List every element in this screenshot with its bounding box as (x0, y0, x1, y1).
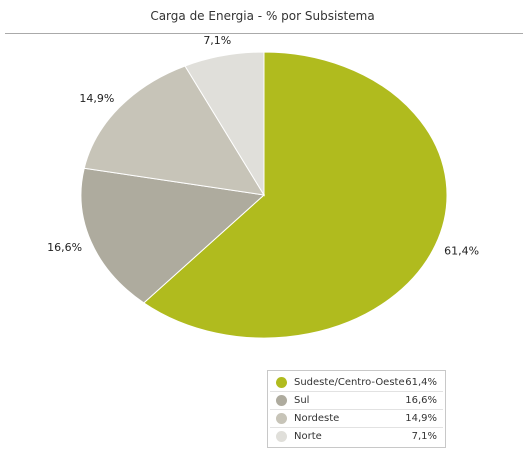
legend-item-name: Sudeste/Centro-Oeste (294, 377, 405, 388)
legend-swatch (276, 413, 287, 424)
slice-label: 16,6% (47, 241, 82, 254)
slice-label: 7,1% (203, 34, 231, 47)
pie-slice-sul[interactable] (80, 167, 266, 304)
pie-slice-norte[interactable] (184, 51, 265, 197)
legend-item-name: Nordeste (294, 413, 340, 424)
pie-slice-sudeste-centro-oeste[interactable] (143, 51, 448, 339)
legend-item-name: Sul (294, 395, 310, 406)
legend-item-value: 16,6% (405, 395, 437, 406)
legend-swatch (276, 377, 287, 388)
legend-item-value: 14,9% (405, 413, 437, 424)
legend-item-value: 61,4% (405, 377, 437, 388)
legend-item-sul[interactable]: Sul 16,6% (270, 392, 443, 410)
legend-item-name: Norte (294, 431, 322, 442)
slice-label: 61,4% (444, 245, 479, 258)
chart-legend: Sudeste/Centro-Oeste 61,4% Sul 16,6% Nor… (267, 370, 446, 448)
title-divider (5, 33, 523, 34)
chart-title: Carga de Energia - % por Subsistema (150, 9, 375, 23)
legend-item-sudeste-centro-oeste[interactable]: Sudeste/Centro-Oeste 61,4% (270, 374, 443, 392)
legend-swatch (276, 431, 287, 442)
legend-item-nordeste[interactable]: Nordeste 14,9% (270, 410, 443, 428)
slice-label: 14,9% (79, 92, 114, 105)
legend-item-value: 7,1% (411, 431, 437, 442)
legend-swatch (276, 395, 287, 406)
legend-item-norte[interactable]: Norte 7,1% (270, 428, 443, 445)
pie-slice-nordeste[interactable] (83, 65, 265, 196)
